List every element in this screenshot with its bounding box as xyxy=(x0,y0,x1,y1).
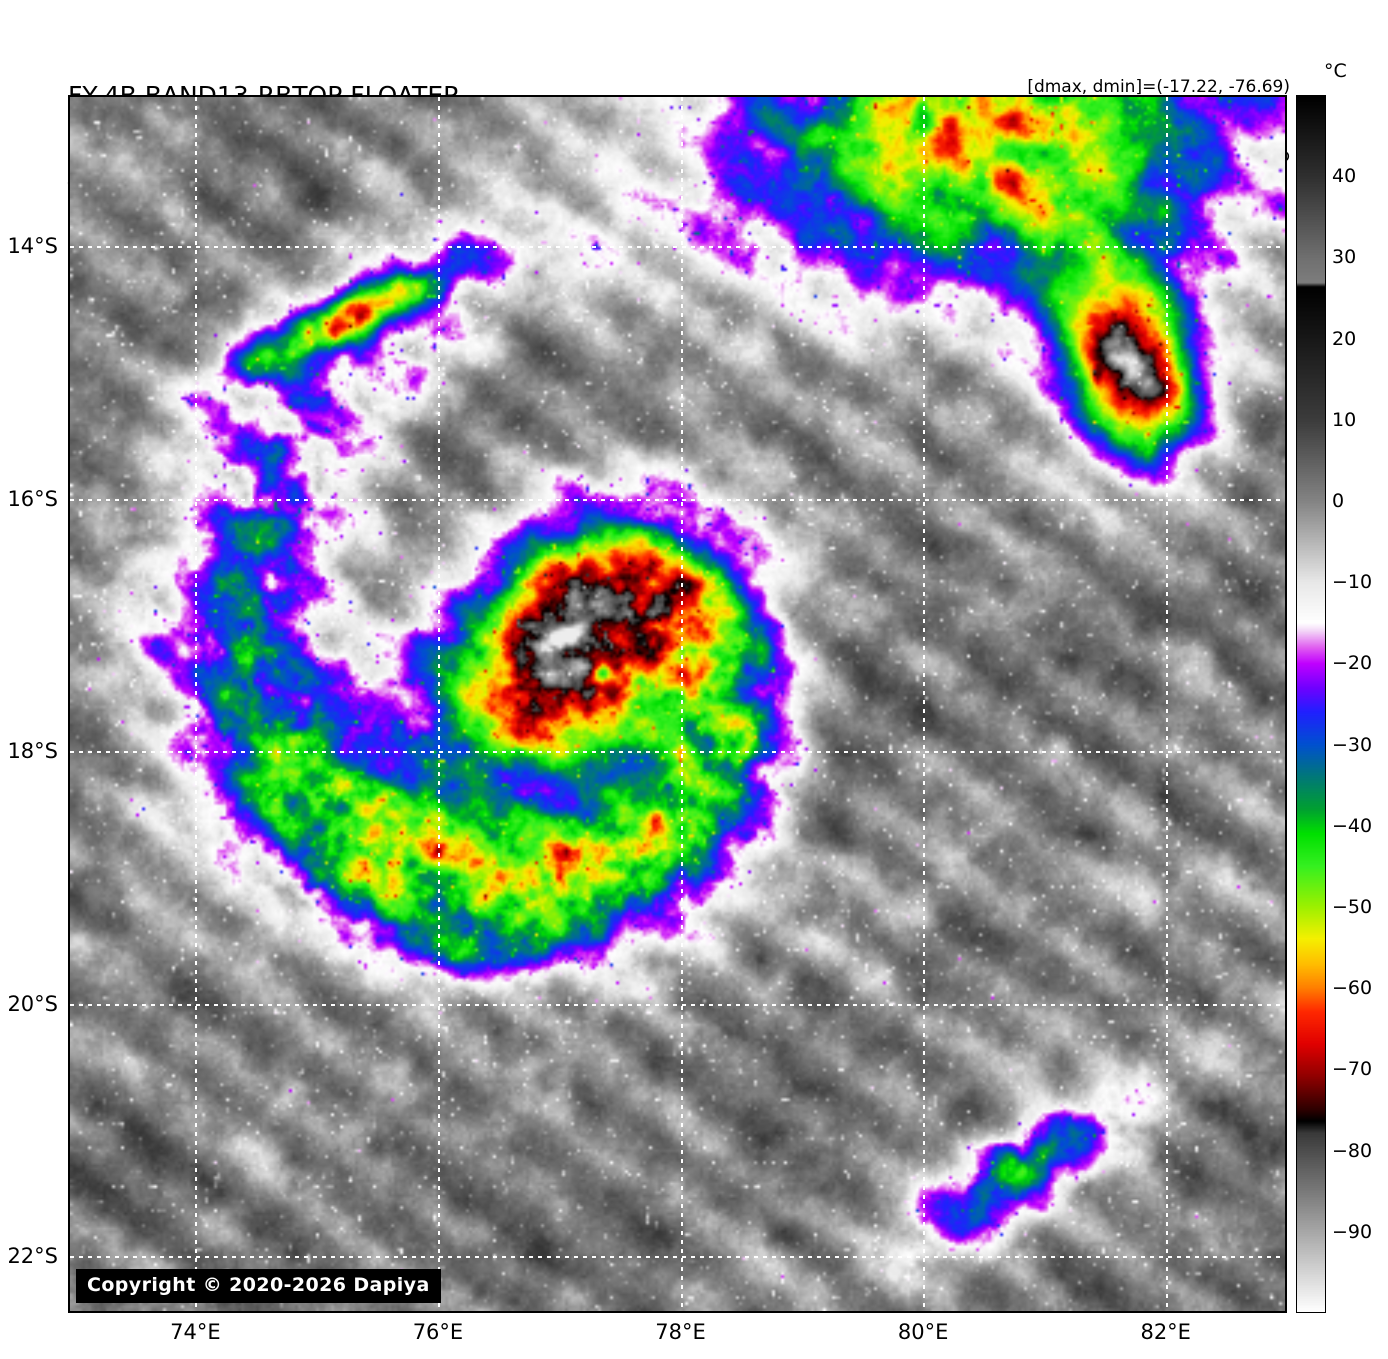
lon-tick-0: 74°E xyxy=(170,1320,221,1344)
lat-tick-2: 18°S xyxy=(7,739,58,764)
lon-tick-3: 80°E xyxy=(897,1320,949,1344)
copyright-watermark: Copyright © 2020-2026 Dapiya xyxy=(76,1269,441,1303)
satellite-image-plot[interactable]: Copyright © 2020-2026 Dapiya xyxy=(68,95,1287,1313)
lon-tick-2: 78°E xyxy=(655,1320,706,1344)
colorbar-tick-4: 0 xyxy=(1332,490,1345,512)
lat-tick-4: 22°S xyxy=(7,1244,58,1269)
colorbar-tick-11: −70 xyxy=(1332,1058,1373,1081)
colorbar-gradient xyxy=(1297,96,1325,1312)
colorbar-unit-label: °C xyxy=(1324,60,1347,82)
colorbar-tick-5: −10 xyxy=(1332,571,1373,594)
colorbar-tick-9: −50 xyxy=(1332,896,1373,918)
colorbar-tick-10: −60 xyxy=(1332,977,1373,1000)
lat-tick-3: 20°S xyxy=(7,991,58,1016)
colorbar-tick-12: −80 xyxy=(1332,1139,1373,1162)
lon-tick-4: 82°E xyxy=(1140,1320,1191,1344)
colorbar-tick-3: 10 xyxy=(1332,408,1357,431)
colorbar-tick-6: −20 xyxy=(1332,652,1373,675)
colorbar-tick-1: 30 xyxy=(1332,246,1357,269)
colorbar-tick-7: −30 xyxy=(1332,733,1373,756)
satellite-ir-heatmap xyxy=(70,97,1285,1311)
lat-tick-0: 14°S xyxy=(7,234,58,259)
lat-tick-1: 16°S xyxy=(7,486,58,511)
colorbar-tick-2: 20 xyxy=(1332,327,1357,350)
colorbar-tick-0: 40 xyxy=(1332,165,1357,188)
colorbar[interactable] xyxy=(1296,95,1326,1313)
colorbar-tick-8: −40 xyxy=(1332,814,1373,837)
data-range-label: [dmax, dmin]=(-17.22, -76.69) xyxy=(1027,77,1290,97)
colorbar-tick-13: −90 xyxy=(1332,1220,1373,1243)
lon-tick-1: 76°E xyxy=(412,1320,464,1344)
